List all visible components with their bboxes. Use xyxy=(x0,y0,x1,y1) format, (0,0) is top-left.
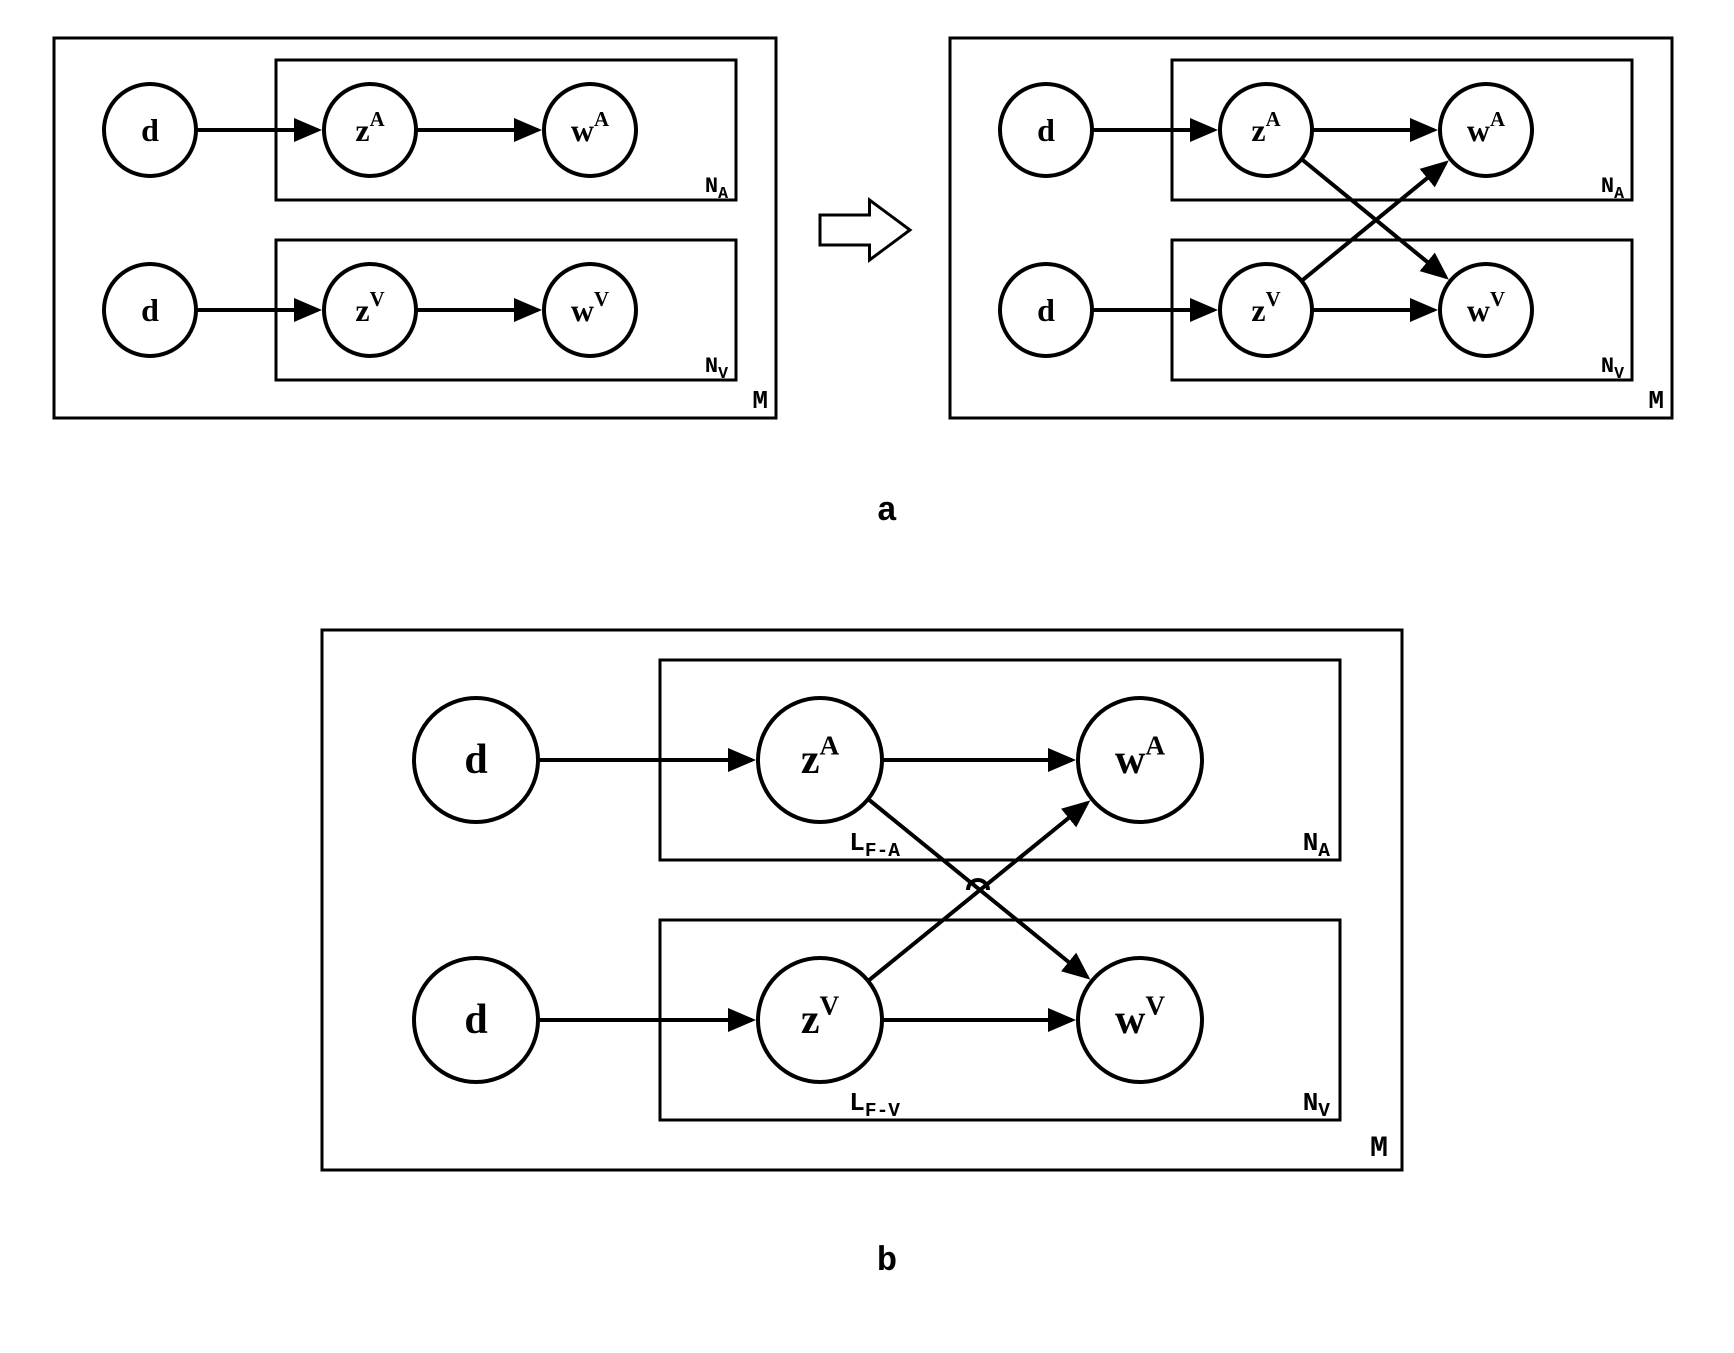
svg-text:NA: NA xyxy=(1303,828,1331,862)
svg-text:NA: NA xyxy=(705,174,728,203)
svg-text:LF-V: LF-V xyxy=(849,1088,900,1122)
svg-text:d: d xyxy=(1037,292,1055,328)
svg-text:b: b xyxy=(877,1243,897,1281)
svg-text:a: a xyxy=(877,493,897,531)
svg-text:d: d xyxy=(141,112,159,148)
svg-text:d: d xyxy=(464,737,487,783)
svg-text:NV: NV xyxy=(1303,1088,1331,1122)
svg-text:LF-A: LF-A xyxy=(849,828,900,862)
svg-text:M: M xyxy=(1648,386,1664,416)
svg-text:d: d xyxy=(464,997,487,1043)
diagram-svg: MNANVdzAwAdzVwVMNANVdzAwAdzVwVaMNALF-ANV… xyxy=(20,20,1734,1333)
svg-text:M: M xyxy=(752,386,768,416)
svg-text:NA: NA xyxy=(1601,174,1624,203)
svg-text:M: M xyxy=(1370,1132,1388,1166)
svg-text:NV: NV xyxy=(705,354,728,383)
svg-text:d: d xyxy=(1037,112,1055,148)
svg-text:d: d xyxy=(141,292,159,328)
svg-text:NV: NV xyxy=(1601,354,1624,383)
diagram-canvas: MNANVdzAwAdzVwVMNANVdzAwAdzVwVaMNALF-ANV… xyxy=(20,20,1734,1333)
